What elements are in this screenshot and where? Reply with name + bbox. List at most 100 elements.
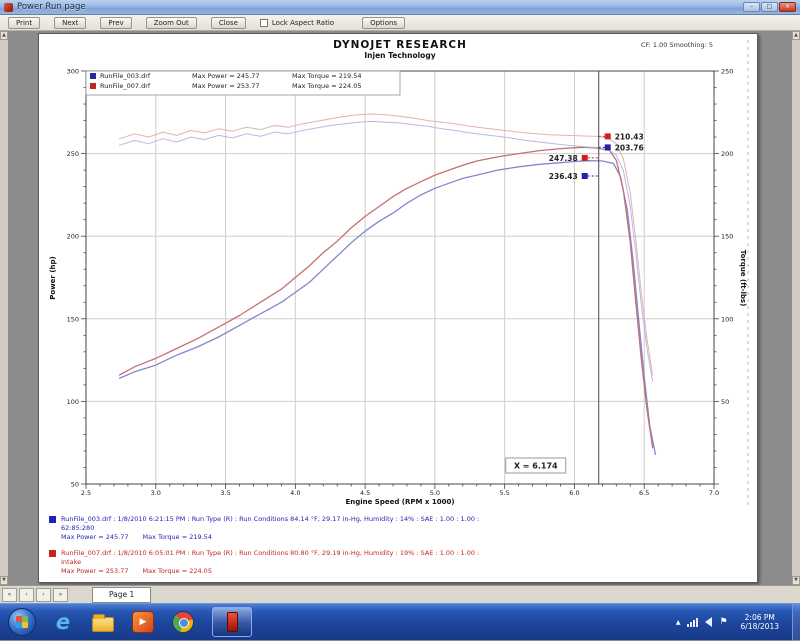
- run-max-power: Max Power = 253.77: [61, 567, 129, 575]
- lock-aspect-label: Lock Aspect Ratio: [271, 18, 335, 27]
- report-page: DYNOJET RESEARCH Injen Technology CF: 1.…: [38, 33, 758, 583]
- cursor-marker: [581, 154, 588, 161]
- winpep-icon: [226, 612, 238, 632]
- run-annotations: RunFile_003.drf : 1/8/2010 6:21:15 PM : …: [49, 515, 749, 583]
- run-max-torque: Max Torque = 224.05: [142, 567, 212, 575]
- marker-value-label: 247.38: [549, 154, 578, 163]
- page-tab[interactable]: Page 1: [92, 586, 152, 603]
- action-center-flag-icon[interactable]: ⚑: [719, 617, 728, 627]
- hidden-icons-arrow-icon[interactable]: ▲: [675, 618, 681, 626]
- x-tick-label: 7.0: [709, 489, 719, 497]
- next-page-button[interactable]: Next: [54, 16, 87, 29]
- run-swatch-icon: [49, 550, 56, 557]
- chart-subtitle: Injen Technology: [364, 51, 435, 60]
- winpep-taskbar-button[interactable]: [212, 607, 252, 637]
- print-button[interactable]: Print: [8, 16, 41, 29]
- y-right-tick-label: 200: [721, 150, 733, 158]
- run-info-line: RunFile_003.drf : 1/8/2010 6:21:15 PM : …: [61, 515, 480, 523]
- options-button[interactable]: Options: [362, 16, 406, 29]
- cursor-marker: [604, 133, 611, 140]
- y-left-tick-label: 300: [67, 68, 79, 76]
- windows-taskbar: e ▶ ▲ ⚑ 2:06 PM 6/18/2013: [0, 603, 800, 641]
- internet-explorer-icon[interactable]: e: [50, 609, 76, 635]
- show-desktop-button[interactable]: [792, 603, 800, 641]
- minimize-button[interactable]: –: [743, 2, 760, 12]
- cursor-marker: [581, 173, 588, 180]
- scroll-down-icon[interactable]: ▼: [0, 576, 8, 585]
- ie-glyph: e: [55, 610, 71, 634]
- maximize-button[interactable]: □: [761, 2, 778, 12]
- lock-aspect-checkbox[interactable]: [259, 18, 268, 27]
- x-tick-label: 3.5: [220, 489, 230, 497]
- app-icon: [4, 2, 13, 12]
- x-tick-label: 4.5: [360, 489, 370, 497]
- right-axis-title: Torque (ft-lbs): [739, 250, 747, 307]
- chart-title: DYNOJET RESEARCH: [333, 39, 467, 51]
- system-tray: ▲ ⚑ 2:06 PM 6/18/2013: [675, 603, 800, 641]
- series-runfile_007-power: [118, 146, 654, 449]
- right-scrollbar[interactable]: ▲ ▼: [792, 31, 800, 585]
- page-tab-strip: « ‹ › » Page 1: [0, 585, 800, 603]
- cursor-readout-box: [505, 457, 567, 474]
- taskbar-clock[interactable]: 2:06 PM 6/18/2013: [735, 613, 785, 631]
- legend-max-torque-label: Max Torque = 219.54: [292, 72, 361, 80]
- start-button[interactable]: [8, 608, 36, 636]
- window-title: Power Run page: [17, 2, 86, 12]
- prev-page-icon[interactable]: ‹: [19, 587, 34, 602]
- legend-box: [85, 70, 401, 96]
- volume-icon[interactable]: [705, 617, 713, 627]
- clock-date: 6/18/2013: [740, 622, 779, 631]
- x-tick-label: 5.0: [430, 489, 440, 497]
- window-titlebar: Power Run page – □ ×: [0, 0, 800, 15]
- y-right-tick-label: 150: [721, 233, 733, 241]
- left-scrollbar[interactable]: ▲ ▼: [0, 31, 8, 585]
- run-max-torque: Max Torque = 219.54: [142, 533, 212, 541]
- zoom-out-button[interactable]: Zoom Out: [145, 16, 197, 29]
- x-tick-label: 6.5: [639, 489, 649, 497]
- close-button[interactable]: ×: [779, 2, 796, 12]
- first-page-icon[interactable]: «: [2, 587, 17, 602]
- legend-max-torque-label: Max Torque = 224.05: [292, 82, 361, 90]
- y-left-tick-label: 200: [67, 233, 79, 241]
- media-player-icon[interactable]: ▶: [130, 609, 156, 635]
- scroll-up-icon[interactable]: ▲: [0, 31, 8, 40]
- series-runfile_003-torque: [119, 120, 654, 383]
- run-comment-line: Intake: [61, 558, 82, 566]
- chrome-icon[interactable]: [170, 609, 196, 635]
- network-icon[interactable]: [687, 617, 699, 627]
- y-right-tick-label: 250: [721, 68, 733, 76]
- legend-swatch-icon: [90, 73, 96, 79]
- y-right-tick-label: 50: [721, 398, 729, 406]
- dyno-chart: DYNOJET RESEARCH Injen Technology CF: 1.…: [49, 39, 749, 506]
- y-left-tick-label: 250: [67, 150, 79, 158]
- clock-time: 2:06 PM: [744, 613, 775, 622]
- chrome-logo-icon: [172, 611, 194, 633]
- marker-value-label: 203.76: [615, 143, 644, 152]
- play-icon: ▶: [132, 611, 154, 633]
- legend-file-label: RunFile_007.drf: [100, 82, 151, 90]
- run-info-line: RunFile_007.drf : 1/8/2010 6:05:01 PM : …: [61, 549, 480, 557]
- legend-max-power-label: Max Power = 245.77: [192, 72, 259, 80]
- preview-toolbar: Print Next Prev Zoom Out Close Lock Aspe…: [0, 15, 800, 31]
- run-annotation-blue: RunFile_003.drf : 1/8/2010 6:21:15 PM : …: [49, 515, 749, 542]
- marker-value-label: 210.43: [615, 132, 644, 141]
- x-tick-label: 3.0: [151, 489, 161, 497]
- file-explorer-icon[interactable]: [90, 609, 116, 635]
- y-left-tick-label: 100: [67, 398, 79, 406]
- run-max-power: Max Power = 245.77: [61, 533, 129, 541]
- next-page-icon[interactable]: ›: [36, 587, 51, 602]
- print-preview-area: ▲ ▼ ▲ ▼ DYNOJET RESEARCH Injen Technolog…: [0, 31, 800, 585]
- cursor-marker: [604, 144, 611, 151]
- scroll-up-icon[interactable]: ▲: [792, 31, 800, 40]
- scroll-down-icon[interactable]: ▼: [792, 576, 800, 585]
- series-runfile_003-power: [118, 160, 657, 455]
- folder-icon: [92, 613, 114, 632]
- marker-value-label: 236.43: [549, 172, 578, 181]
- series-runfile_007-torque: [119, 113, 654, 376]
- cursor-readout-label: X = 6.174: [514, 462, 558, 471]
- prev-page-button[interactable]: Prev: [100, 16, 132, 29]
- legend-file-label: RunFile_003.drf: [100, 72, 151, 80]
- last-page-icon[interactable]: »: [53, 587, 68, 602]
- close-preview-button[interactable]: Close: [210, 16, 246, 29]
- x-tick-label: 5.5: [499, 489, 509, 497]
